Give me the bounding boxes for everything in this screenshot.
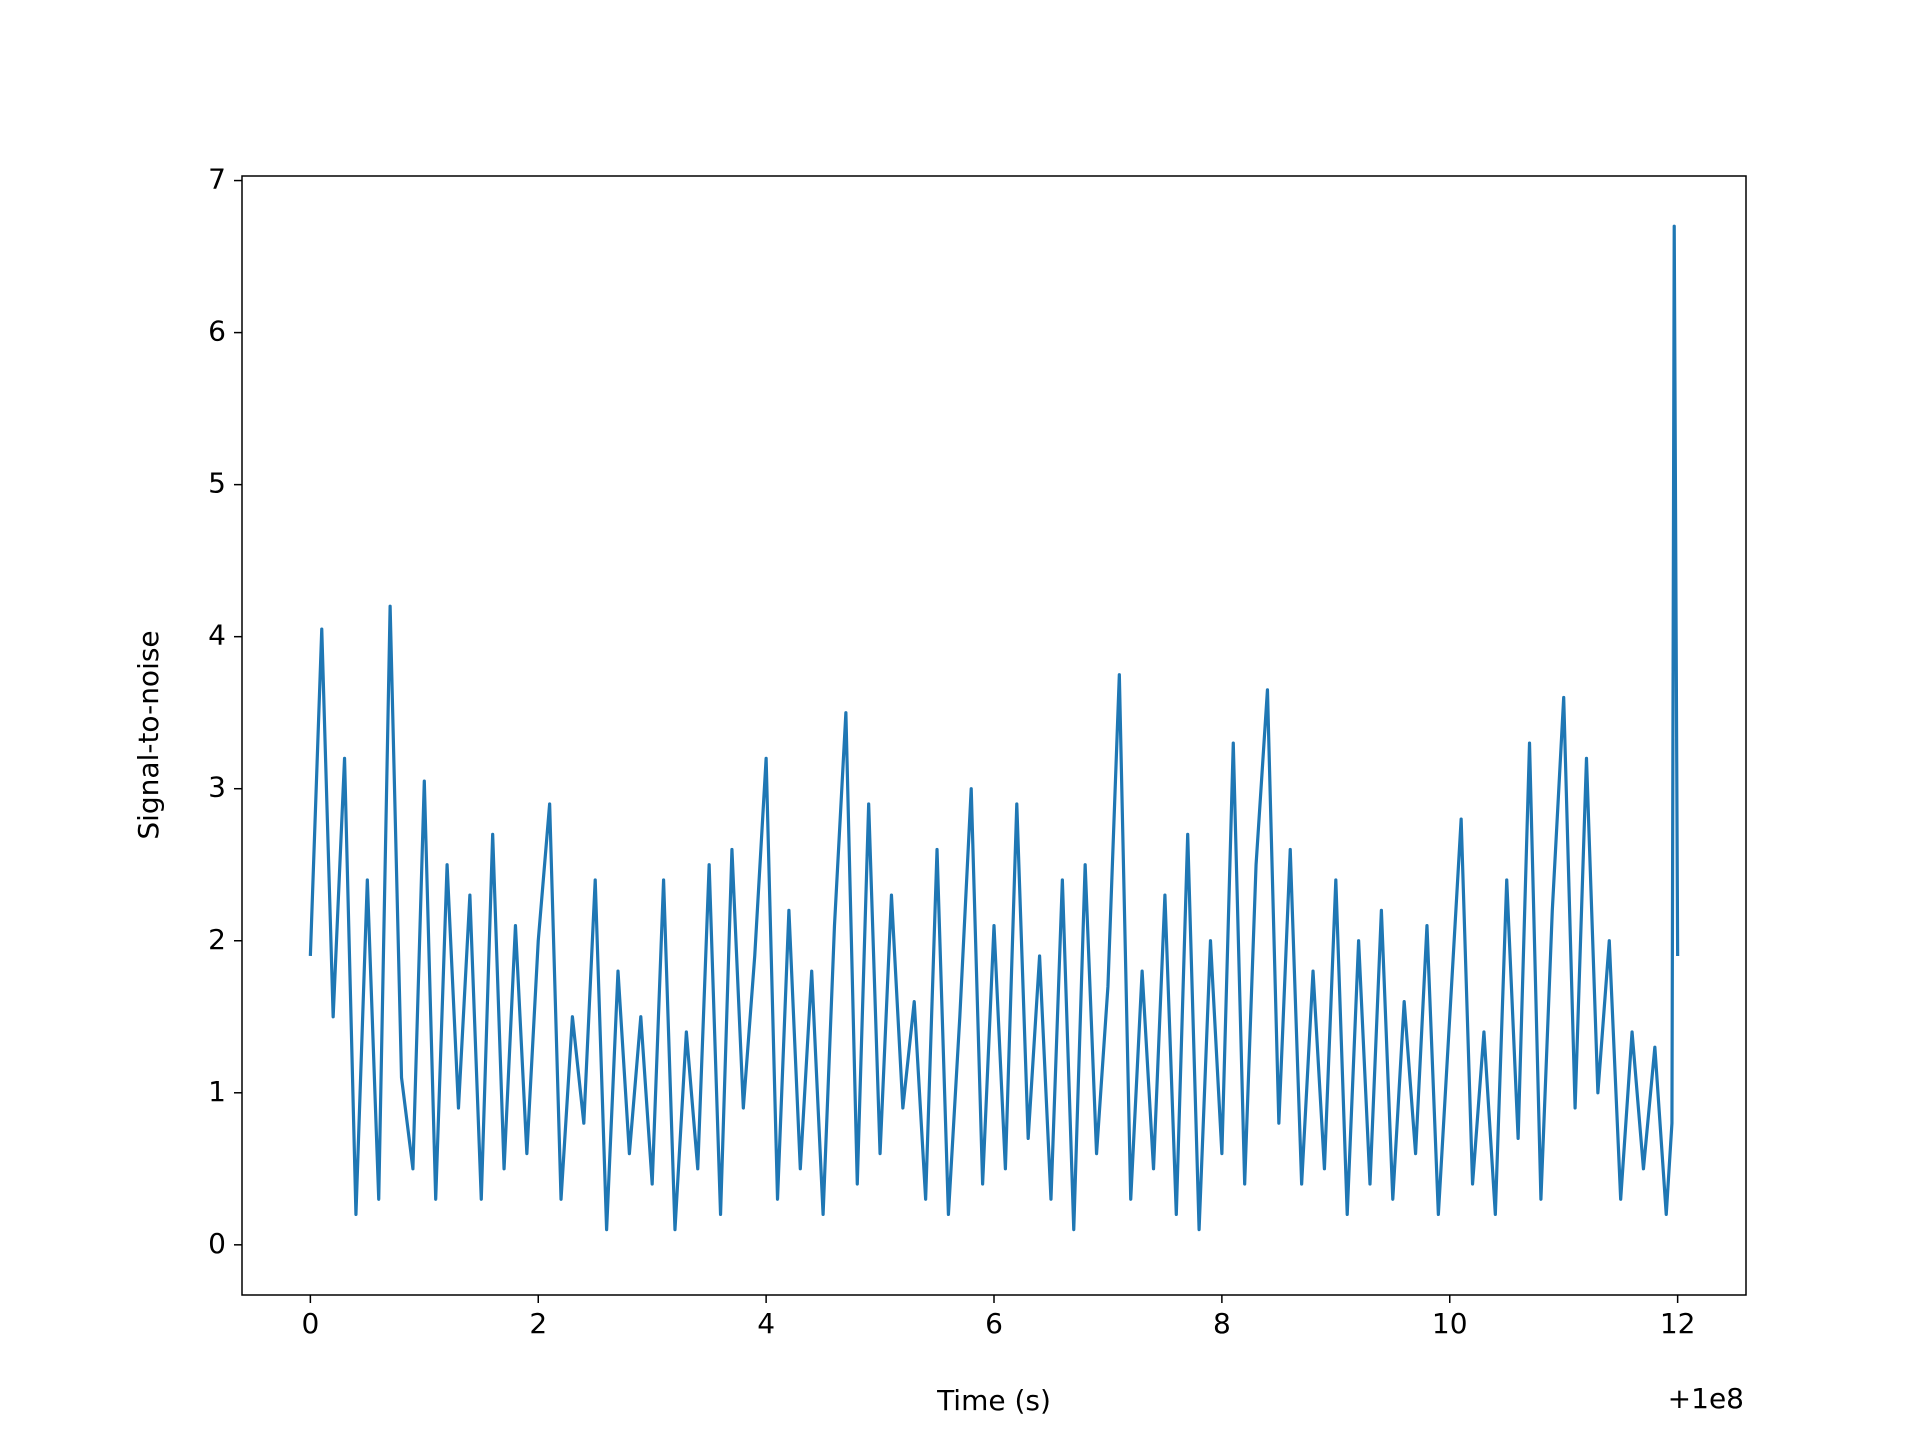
y-tick-label: 6 — [208, 315, 226, 348]
y-tick-label: 3 — [208, 771, 226, 804]
y-tick-label: 2 — [208, 923, 226, 956]
x-axis-label: Time (s) — [936, 1384, 1051, 1417]
y-tick-label: 5 — [208, 467, 226, 500]
y-axis-label: Signal-to-noise — [132, 630, 165, 839]
x-tick-label: 0 — [301, 1307, 319, 1340]
line — [308, 224, 1680, 1232]
x-tick-label: 8 — [1213, 1307, 1231, 1340]
y-tick-label: 4 — [208, 619, 226, 652]
y-tick-label: 0 — [208, 1227, 226, 1260]
x-tick-label: 2 — [529, 1307, 547, 1340]
x-tick-label: 6 — [985, 1307, 1003, 1340]
y-tick-label: 7 — [208, 163, 226, 196]
y-tick-label: 1 — [208, 1075, 226, 1108]
plot-frame — [241, 175, 1747, 1296]
x-tick-label: 10 — [1432, 1307, 1468, 1340]
x-offset-label: +1e8 — [1668, 1382, 1744, 1415]
x-tick-label: 4 — [757, 1307, 775, 1340]
x-tick-label: 12 — [1660, 1307, 1696, 1340]
